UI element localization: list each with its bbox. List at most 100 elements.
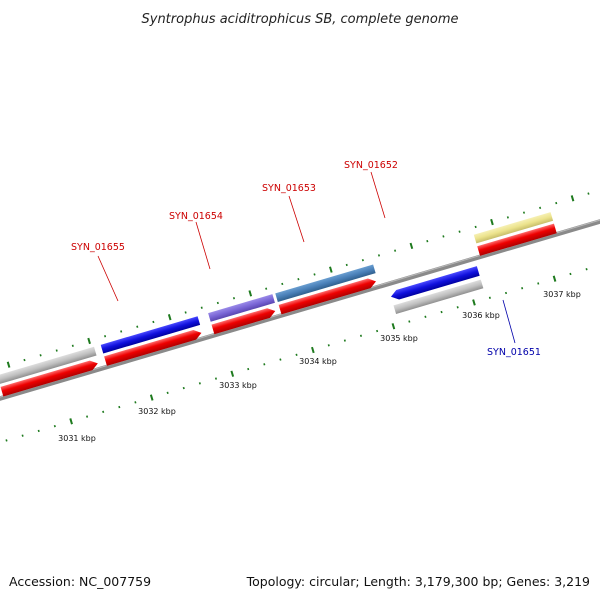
outer-tick-27 <box>361 258 364 262</box>
forward-feature-track <box>0 212 554 385</box>
inner-tick-26 <box>327 344 330 347</box>
cds-track <box>0 223 557 397</box>
outer-tick-6 <box>23 358 26 362</box>
inner-tick-9 <box>53 424 56 428</box>
outer-tick-39 <box>555 201 558 205</box>
connector-syn-01652 <box>370 171 386 219</box>
inner-tick-8 <box>37 429 40 433</box>
inner-tick-38 <box>521 287 524 290</box>
outer-tick-25 <box>329 266 333 273</box>
outer-tick-13 <box>136 325 139 328</box>
inner-tick-18 <box>198 382 201 385</box>
connector-syn-01654 <box>195 221 211 270</box>
gray-feature-b <box>393 279 484 314</box>
outer-tick-19 <box>232 297 236 300</box>
gene-label-syn-01654: SYN_01654 <box>169 211 223 222</box>
outer-tick-35 <box>490 218 494 226</box>
inner-tick-20 <box>230 370 235 377</box>
connector-syn-01653 <box>288 195 305 243</box>
outer-tick-10 <box>87 337 91 345</box>
outer-tick-11 <box>104 335 107 338</box>
outer-tick-12 <box>120 330 123 333</box>
map-title: Syntrophus aciditrophicus SB, complete g… <box>142 12 459 27</box>
inner-tick-7 <box>21 434 24 437</box>
inner-tick-25 <box>311 346 315 354</box>
outer-tick-37 <box>522 211 526 214</box>
tick-label-3035: 3035 kbp <box>380 334 418 343</box>
tick-label-3032: 3032 kbp <box>138 407 176 416</box>
outer-tick-38 <box>539 206 542 210</box>
outer-tick-34 <box>474 225 477 229</box>
outer-tick-29 <box>394 249 397 252</box>
outer-tick-14 <box>152 320 155 324</box>
outer-tick-15 <box>167 314 172 321</box>
outer-tick-18 <box>216 301 219 305</box>
gene-labels: SYN_01655 SYN_01654 SYN_01653 SYN_01652 … <box>71 160 541 358</box>
inner-tick-37 <box>504 291 508 295</box>
outer-tick-16 <box>184 311 187 314</box>
outer-tick-36 <box>506 216 509 219</box>
cds-arrow-b <box>104 330 202 366</box>
inner-tick-35 <box>472 299 476 306</box>
inner-tick-42 <box>585 268 588 271</box>
outer-tick-28 <box>377 254 381 257</box>
inner-tick-11 <box>86 415 89 418</box>
blue-reverse-arrow-b <box>390 266 480 300</box>
outer-tick-30 <box>409 242 414 250</box>
tick-label-3031: 3031 kbp <box>58 434 96 443</box>
inner-tick-40 <box>552 275 557 282</box>
connector-syn-01655 <box>97 255 119 302</box>
inner-tick-39 <box>537 282 540 285</box>
inner-tick-6 <box>5 439 8 442</box>
outer-tick-17 <box>200 306 203 309</box>
inner-tick-41 <box>569 272 572 276</box>
outer-tick-21 <box>265 287 268 290</box>
purple-feature <box>208 294 275 322</box>
khaki-feature <box>473 212 554 244</box>
scale-tick-labels: 3031 kbp 3032 kbp 3033 kbp 3034 kbp 3035… <box>58 290 581 443</box>
accession-text: Accession: NC_007759 <box>9 574 151 589</box>
cds-arrow-a <box>0 360 98 397</box>
gene-label-syn-01652: SYN_01652 <box>344 160 398 171</box>
gene-label-syn-01655: SYN_01655 <box>71 242 125 253</box>
connector-syn-01651 <box>502 299 516 344</box>
inner-tick-19 <box>214 377 218 380</box>
outer-tick-41 <box>587 192 590 195</box>
inner-tick-21 <box>247 367 250 371</box>
outer-tick-33 <box>458 230 461 233</box>
inner-tick-27 <box>343 339 346 342</box>
outer-tick-7 <box>39 354 42 357</box>
genome-summary-text: Topology: circular; Length: 3,179,300 bp… <box>246 574 590 589</box>
inner-tick-29 <box>376 329 379 333</box>
outer-tick-32 <box>442 235 445 238</box>
cds-arrow-d <box>278 278 376 315</box>
blue-feature-a <box>100 316 201 354</box>
outer-tick-9 <box>71 344 74 347</box>
reverse-feature-track <box>390 266 484 314</box>
inner-tick-23 <box>279 358 282 361</box>
outer-tick-5 <box>6 361 11 368</box>
gene-label-connectors <box>97 171 516 344</box>
cds-arrow-e <box>477 223 557 256</box>
inner-tick-31 <box>408 320 411 323</box>
cds-arrow-c <box>211 308 276 335</box>
gray-feature-a <box>0 346 97 385</box>
inner-tick-13 <box>118 405 121 409</box>
gene-label-syn-01653: SYN_01653 <box>262 183 316 194</box>
inner-tick-32 <box>424 315 427 318</box>
inner-tick-24 <box>295 353 298 356</box>
inner-tick-15 <box>149 394 154 401</box>
inner-tick-10 <box>69 418 73 425</box>
tick-label-3034: 3034 kbp <box>299 357 337 366</box>
gene-label-syn-01651: SYN_01651 <box>487 347 541 358</box>
inner-tick-14 <box>134 401 137 404</box>
outer-tick-8 <box>55 349 58 352</box>
inner-tick-22 <box>263 363 266 366</box>
genome-backbone <box>0 219 600 401</box>
outer-tick-31 <box>426 239 429 243</box>
inner-tick-16 <box>166 391 169 395</box>
outer-tick-23 <box>297 278 300 281</box>
outer-tick-24 <box>313 273 316 276</box>
inner-tick-34 <box>456 306 459 309</box>
outer-tick-26 <box>345 263 348 267</box>
